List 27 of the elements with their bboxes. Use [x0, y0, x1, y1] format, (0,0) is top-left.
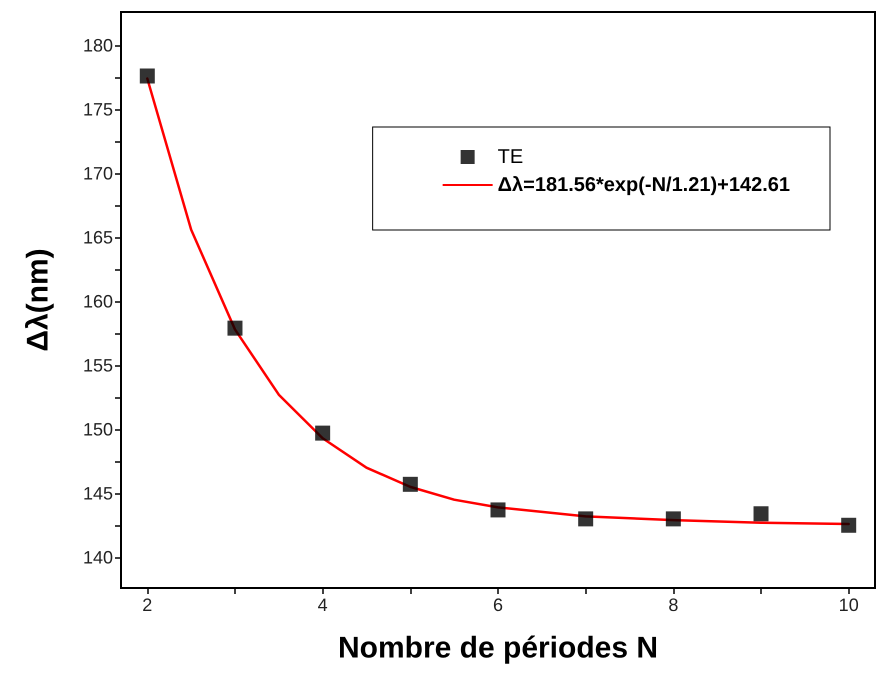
y-tick-label: 155 [82, 355, 113, 376]
legend-label: TE [498, 146, 524, 168]
point [227, 320, 242, 336]
point [140, 68, 155, 84]
x-tick-label: 6 [492, 595, 504, 615]
point [666, 511, 681, 526]
legend-label: Δλ=181.56*exp(-N/1.21)+142.61 [498, 174, 790, 196]
point [841, 518, 856, 533]
x-axis-title: Nombre de périodes N [338, 632, 658, 664]
y-tick-label: 180 [82, 35, 113, 56]
x-tick-label: 8 [668, 595, 678, 615]
point [490, 502, 506, 518]
point [315, 426, 330, 441]
point [578, 511, 594, 526]
x-tick-label: 2 [142, 595, 152, 615]
x-tick-label: 10 [838, 595, 859, 615]
y-tick-label: 150 [82, 419, 113, 440]
x-tick-label: 4 [318, 595, 328, 615]
y-tick-label: 170 [82, 163, 113, 184]
y-tick-label: 160 [82, 291, 113, 312]
point [402, 476, 418, 492]
y-axis-title: Δλ(nm) [22, 248, 54, 352]
y-tick-label: 165 [82, 227, 113, 248]
point [754, 506, 769, 522]
y-tick-label: 145 [82, 483, 113, 504]
y-tick-label: 175 [82, 99, 113, 120]
y-tick-label: 140 [82, 547, 113, 568]
